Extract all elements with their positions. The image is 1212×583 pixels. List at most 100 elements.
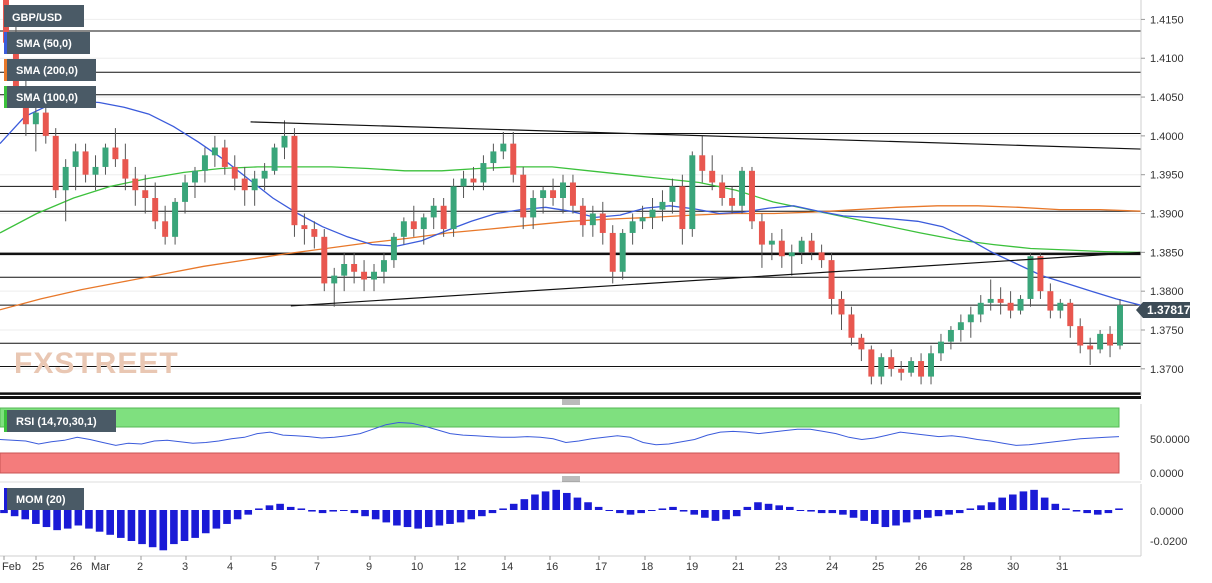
price-tick-label: 1.4100: [1150, 53, 1184, 65]
time-tick-label: 31: [1056, 561, 1068, 573]
candle-down: [729, 198, 736, 206]
candle-down: [758, 221, 765, 245]
candle-up: [937, 341, 944, 354]
rsi-oversold-zone: [0, 452, 1120, 474]
mom-bar: [796, 510, 805, 511]
price-tick-label: 1.3750: [1150, 325, 1184, 337]
panel-divider[interactable]: [0, 396, 1141, 399]
rsi-line: [0, 421, 1120, 446]
price-tick-label: 1.4000: [1150, 131, 1184, 143]
trendline: [250, 121, 1142, 150]
sma100-label-box: [4, 86, 96, 108]
mom-bar: [870, 510, 879, 524]
candle-down: [510, 143, 517, 175]
time-tick-label: 5: [271, 561, 277, 573]
candle-up: [768, 240, 775, 245]
time-axis-ticks: Feb 25 26 Mar 2 3 4 5 7 9 10 12 14 16 17 18 19 21 23 24 25 26…: [2, 556, 1068, 573]
mom-bar: [924, 510, 932, 518]
legend: GBP/USD SMA (50,0) SMA (200,0) SMA (100,…: [4, 5, 96, 108]
price-tick-label: 1.3850: [1150, 247, 1184, 259]
candle-down: [410, 221, 417, 230]
candle-down: [550, 190, 557, 198]
mom-bar: [456, 510, 465, 523]
candle-up: [182, 182, 189, 202]
mom-bar: [1040, 497, 1049, 510]
candle-down: [470, 178, 477, 183]
candle-up: [1017, 298, 1024, 311]
mom-bar: [212, 510, 221, 529]
candle-up: [967, 314, 974, 323]
candle-down: [291, 135, 298, 226]
candle-up: [72, 151, 79, 167]
time-tick-label: 25: [32, 561, 44, 573]
mom-bar: [446, 510, 454, 524]
mom-bar: [74, 510, 83, 526]
price-tick-label: 1.3900: [1150, 209, 1184, 221]
mom-bar: [10, 510, 19, 517]
time-tick-label: 17: [595, 561, 607, 573]
mom-bar: [849, 510, 858, 518]
sma-lines: [0, 100, 1142, 311]
candle-up: [1027, 256, 1034, 299]
candle-down: [1107, 333, 1114, 346]
mom-bar: [520, 499, 529, 510]
candle-down: [82, 151, 89, 175]
candle-up: [1117, 305, 1123, 346]
candle-down: [579, 205, 586, 226]
candle-up: [211, 147, 218, 156]
mom-label: MOM (20): [16, 494, 66, 506]
candle-up: [450, 186, 457, 230]
candle-up: [62, 166, 69, 191]
mom-bar: [775, 505, 783, 510]
candle-down: [818, 252, 825, 261]
mom-bar: [839, 510, 847, 515]
candle-down: [1077, 326, 1084, 346]
rsi-color-swatch: [4, 410, 7, 432]
sma100-label: SMA (100,0): [16, 92, 78, 104]
last-price-tag: [1136, 302, 1190, 318]
candle-down: [132, 178, 139, 191]
symbol-label-box: [4, 5, 84, 27]
candle-up: [639, 217, 646, 222]
mom-bar: [329, 510, 337, 512]
candle-down: [868, 349, 875, 377]
mom-bar: [998, 497, 1006, 510]
candle-up: [530, 198, 537, 218]
mom-bar: [63, 510, 72, 529]
resize-handle-icon-2[interactable]: [562, 476, 580, 482]
time-tick-label: 10: [411, 561, 423, 573]
resize-handle-icon[interactable]: [562, 399, 580, 405]
mom-bar: [828, 510, 837, 514]
mom-tick-neg: -0.0200: [1150, 536, 1187, 548]
candle-down: [112, 147, 119, 160]
candle-up: [460, 178, 467, 187]
time-tick-label: Feb: [2, 561, 21, 573]
rsi-tick-0: 0.0000: [1150, 468, 1184, 480]
mom-bar: [1104, 510, 1113, 514]
candle-down: [748, 170, 755, 222]
sma200-color-swatch: [4, 59, 7, 81]
candle-down: [719, 182, 726, 198]
time-tick-label: 2: [137, 561, 143, 573]
candle-up: [380, 260, 387, 272]
mom-bar: [563, 492, 571, 510]
sma100-color-swatch: [4, 86, 7, 108]
mom-bar: [223, 510, 231, 524]
trendline: [290, 251, 1142, 307]
rsi-series-line: [0, 421, 1120, 446]
price-tick-label: 1.4050: [1150, 92, 1184, 104]
mom-bar: [32, 510, 40, 524]
candle-up: [500, 143, 507, 152]
candle-up: [689, 155, 696, 230]
candle-down: [142, 190, 149, 198]
candle-up: [619, 232, 626, 272]
candle-down: [828, 260, 835, 299]
candle-up: [172, 201, 179, 237]
candle-down: [1007, 302, 1014, 311]
mom-bar: [1072, 510, 1081, 512]
time-tick-label: 19: [686, 561, 698, 573]
mom-bar: [1083, 510, 1091, 514]
sma200-label: SMA (200,0): [16, 65, 78, 77]
candle-up: [589, 213, 596, 226]
time-tick-label: 23: [775, 561, 787, 573]
